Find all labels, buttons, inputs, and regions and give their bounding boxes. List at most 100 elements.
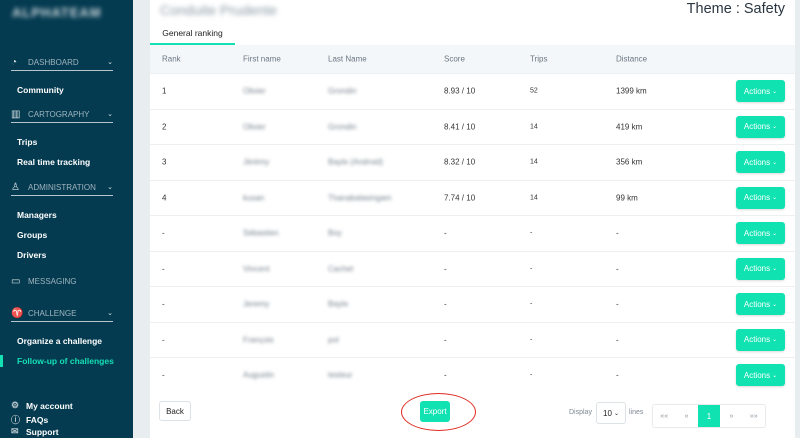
cell-score: - <box>444 370 447 380</box>
cell-trips: - <box>530 336 533 344</box>
cell-score: - <box>444 335 447 345</box>
cell-trips: - <box>530 229 533 237</box>
cell-trips: - <box>530 265 533 273</box>
gear-icon: ⚙ <box>11 400 20 410</box>
cell-first-name: Augustin <box>243 370 275 380</box>
chevron-down-icon: ⌄ <box>772 266 778 273</box>
actions-button[interactable]: Actions ⌄ <box>736 186 785 209</box>
sidebar-item-trips[interactable]: Trips <box>17 137 38 147</box>
cell-last-name: Bayle <box>328 299 349 309</box>
cell-first-name: François <box>243 335 274 345</box>
main-card: Conduite Prudente Theme : Safety General… <box>150 0 795 438</box>
cell-distance: 1399 km <box>616 86 647 96</box>
sidebar-item-organize-a-challenge[interactable]: Organize a challenge <box>17 336 103 346</box>
actions-button[interactable]: Actions ⌄ <box>736 328 785 351</box>
sidebar-item-faqs[interactable]: ⓘ FAQs <box>11 414 49 426</box>
cell-last-name: Bayle (Android) <box>328 157 384 167</box>
prev-page-button[interactable]: « <box>684 412 689 420</box>
table-row: - Sébastien Boy - - - Actions ⌄ <box>150 215 795 251</box>
last-page-button[interactable]: »» <box>749 412 758 420</box>
chevron-down-icon: ⌄ <box>772 301 778 308</box>
cell-rank: - <box>162 264 165 274</box>
cell-trips: 52 <box>530 87 538 95</box>
sidebar-item-support[interactable]: ✉ Support <box>11 426 59 437</box>
table-row: - Jeremy Bayle - - - Actions ⌄ <box>150 286 795 322</box>
sidebar-section-cartography[interactable]: ▥ CARTOGRAPHY ⌄ <box>11 109 113 123</box>
chevron-down-icon: ⌄ <box>613 410 619 417</box>
lines-per-page-select[interactable]: 10 ⌄ <box>596 402 626 424</box>
sidebar-section-administration[interactable]: ♙ ADMINISTRATION ⌄ <box>11 182 113 196</box>
lines-label: lines <box>629 409 644 416</box>
sidebar-item-groups[interactable]: Groups <box>17 230 48 240</box>
chevron-down-icon: ⌄ <box>772 337 778 344</box>
cell-score: 8.32 / 10 <box>444 157 476 167</box>
sidebar-item-real-time-tracking[interactable]: Real time tracking <box>17 157 91 167</box>
cell-trips: 14 <box>530 194 538 202</box>
cell-last-name: Boy <box>328 228 342 238</box>
back-button[interactable]: Back <box>159 401 191 421</box>
table-row: 2 Olivier Grondin 8.41 / 10 14 419 km Actions ⌄ <box>150 108 795 145</box>
next-page-button[interactable]: » <box>729 412 734 420</box>
sidebar-item-follow-up-of-challenges[interactable]: Follow-up of challenges <box>17 356 114 366</box>
cell-distance: - <box>616 264 619 274</box>
sidebar-item-community[interactable]: Community <box>17 85 64 95</box>
cell-rank: - <box>162 370 165 380</box>
cell-trips: 14 <box>530 158 538 166</box>
logo: ALPHATEAM <box>12 5 102 20</box>
chevron-down-icon: ⌄ <box>772 372 778 379</box>
cell-first-name: Vincent <box>243 264 270 274</box>
chat-icon: ▭ <box>11 276 21 287</box>
cell-first-name: kusan <box>243 193 265 203</box>
table-row: - Vincent Cachet - - - Actions ⌄ <box>150 250 795 287</box>
mail-icon: ✉ <box>11 426 19 436</box>
user-admin-icon: ♙ <box>11 181 20 193</box>
pagination: «« « 1 » »» <box>652 404 766 428</box>
column-header-first-name[interactable]: First name <box>243 54 281 64</box>
actions-button[interactable]: Actions ⌄ <box>736 257 785 280</box>
cell-score: 8.93 / 10 <box>444 86 476 96</box>
sidebar-section-messaging[interactable]: ▭ MESSAGING <box>11 276 77 287</box>
table-row: 4 kusan Thanabalasingam 7.74 / 10 14 99 km Act… <box>150 179 795 216</box>
cell-first-name: Jeremy <box>243 299 270 309</box>
cell-score: - <box>444 299 447 309</box>
cell-distance: - <box>616 228 619 238</box>
table-row: 1 Olivier Grondin 8.93 / 10 52 1399 km Actions… <box>150 73 795 109</box>
column-header-distance[interactable]: Distance <box>616 54 648 64</box>
sidebar-item-drivers[interactable]: Drivers <box>17 250 47 260</box>
actions-button[interactable]: Actions ⌄ <box>736 80 785 103</box>
actions-button[interactable]: Actions ⌄ <box>736 293 785 316</box>
sidebar-section-challenge[interactable]: ♈ CHALLENGE ⌄ <box>11 308 113 322</box>
tab-general-ranking[interactable]: General ranking <box>150 23 235 45</box>
column-header-score[interactable]: Score <box>444 54 465 64</box>
column-header-last-name[interactable]: Last Name <box>328 54 367 64</box>
display-label: Display <box>569 409 592 416</box>
cell-last-name: Grondin <box>328 86 357 96</box>
cell-rank: 1 <box>162 86 167 96</box>
highlight-circle <box>401 393 476 431</box>
cell-distance: - <box>616 299 619 309</box>
sidebar-section-dashboard[interactable]: ◔ DASHBOARD ⌄ <box>11 57 113 71</box>
cell-last-name: Grondin <box>328 122 357 132</box>
export-button[interactable]: Export <box>420 401 450 422</box>
cell-first-name: Sébastien <box>243 228 279 238</box>
actions-button[interactable]: Actions ⌄ <box>736 364 785 387</box>
chevron-down-icon: ⌄ <box>772 124 778 131</box>
actions-button[interactable]: Actions ⌄ <box>736 222 785 245</box>
chevron-down-icon: ⌄ <box>107 59 113 66</box>
actions-button[interactable]: Actions ⌄ <box>736 115 785 138</box>
trophy-icon: ♈ <box>11 307 24 319</box>
cell-trips: - <box>530 300 533 308</box>
cell-distance: 99 km <box>616 193 638 203</box>
column-header-rank[interactable]: Rank <box>162 54 181 64</box>
actions-button[interactable]: Actions ⌄ <box>736 151 785 174</box>
table-header: Rank First name Last Name Score Trips Distanc… <box>150 45 795 73</box>
cell-distance: 356 km <box>616 157 643 167</box>
cell-score: 8.41 / 10 <box>444 122 476 132</box>
cell-trips: - <box>530 371 533 379</box>
first-page-button[interactable]: «« <box>660 412 669 420</box>
column-header-trips[interactable]: Trips <box>530 54 548 64</box>
chevron-down-icon: ⌄ <box>772 195 778 202</box>
sidebar-item-my-account[interactable]: ⚙ My account <box>11 400 73 411</box>
page-1-button[interactable]: 1 <box>697 405 721 427</box>
sidebar-item-managers[interactable]: Managers <box>17 210 57 220</box>
